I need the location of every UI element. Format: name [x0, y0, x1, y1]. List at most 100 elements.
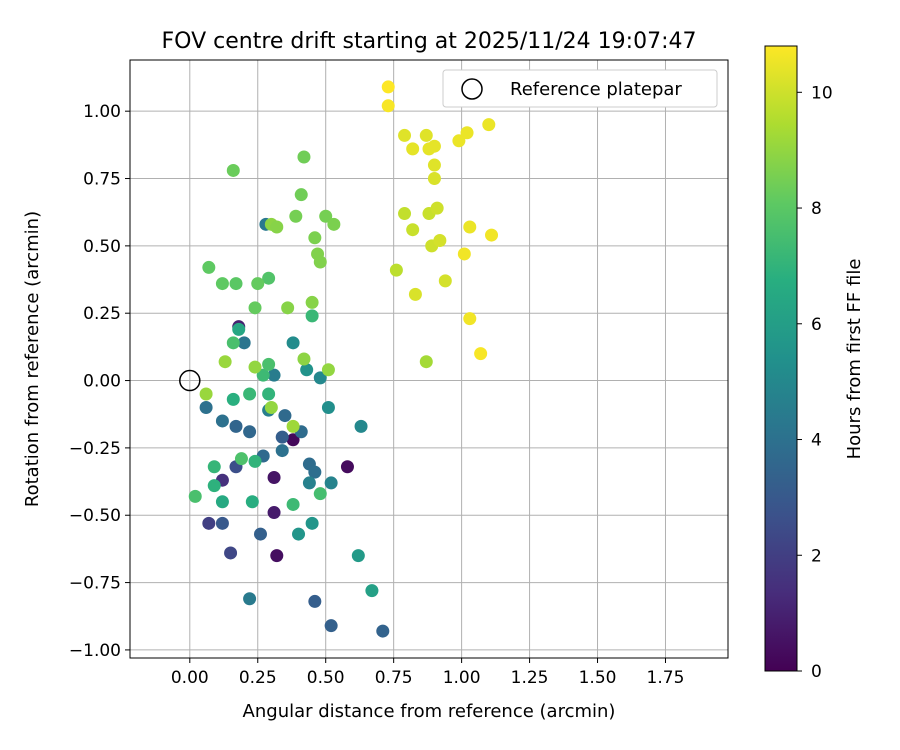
data-point — [215, 495, 229, 509]
data-point — [324, 619, 338, 633]
legend: Reference platepar — [442, 69, 718, 108]
data-point — [248, 360, 262, 374]
data-point — [308, 231, 322, 245]
data-point — [376, 624, 390, 638]
plot-frame — [129, 59, 729, 659]
colorbar-ticks: 0 2 4 6 8 10 — [797, 83, 833, 682]
y-tick-label: −0.25 — [69, 439, 121, 459]
data-point — [270, 549, 284, 563]
data-point — [482, 118, 496, 132]
data-point — [243, 387, 257, 401]
data-point — [248, 301, 262, 315]
data-point — [430, 201, 444, 215]
data-point — [275, 444, 289, 458]
y-tick-label: 0.25 — [83, 304, 121, 324]
data-point — [427, 158, 441, 172]
data-point — [463, 312, 477, 326]
data-point — [324, 476, 338, 490]
data-point — [243, 425, 257, 439]
data-point — [215, 516, 229, 530]
data-point — [278, 409, 292, 423]
data-point — [262, 271, 276, 285]
data-point — [398, 128, 412, 142]
data-point — [286, 497, 300, 511]
data-point — [297, 150, 311, 164]
data-point — [354, 419, 368, 433]
y-tick-label: −0.50 — [69, 506, 121, 526]
data-point — [286, 419, 300, 433]
data-point — [433, 233, 447, 247]
colorbar-tick-label: 0 — [811, 662, 822, 682]
data-point — [427, 172, 441, 186]
x-axis-ticks: 0.00 0.25 0.50 0.75 1.00 1.25 1.50 1.75 — [171, 658, 685, 688]
data-point — [267, 506, 281, 520]
y-axis-ticks: −1.00 −0.75 −0.50 −0.25 0.00 0.25 0.50 0.75 1.00 — [69, 102, 130, 661]
colorbar-tick-label: 8 — [811, 199, 822, 219]
data-point — [300, 363, 314, 377]
data-point — [199, 400, 213, 414]
data-point — [419, 355, 433, 369]
data-point — [408, 287, 422, 301]
data-point — [281, 301, 295, 315]
data-point — [463, 220, 477, 234]
data-point — [267, 471, 281, 485]
data-point — [321, 400, 335, 414]
data-point — [398, 207, 412, 221]
data-point — [485, 228, 499, 242]
data-point — [215, 277, 229, 291]
data-point — [226, 392, 240, 406]
data-point — [340, 460, 354, 474]
x-tick-label: 1.25 — [511, 668, 549, 688]
y-tick-label: −1.00 — [69, 641, 121, 661]
data-point — [262, 357, 276, 371]
data-point — [406, 142, 420, 156]
y-tick-label: 0.00 — [83, 372, 121, 392]
colorbar: 0 2 4 6 8 10 Hours from first FF file — [764, 45, 865, 682]
data-point — [226, 336, 240, 350]
data-point — [199, 387, 213, 401]
legend-marker — [461, 78, 483, 100]
data-point — [248, 454, 262, 468]
y-axis-label: Rotation from reference (arcmin) — [22, 211, 43, 507]
data-point — [381, 80, 395, 94]
data-point — [406, 223, 420, 237]
data-point — [381, 99, 395, 113]
legend-box — [442, 69, 718, 108]
x-axis-label: Angular distance from reference (arcmin) — [243, 701, 616, 722]
y-tick-label: 0.50 — [83, 237, 121, 257]
data-point — [245, 495, 259, 509]
data-point — [207, 479, 221, 493]
reference-marker-group — [179, 369, 201, 392]
data-point — [275, 430, 289, 444]
y-tick-label: 0.75 — [83, 170, 121, 190]
colorbar-tick-label: 4 — [811, 431, 822, 451]
data-point — [302, 476, 316, 490]
data-point — [226, 163, 240, 177]
data-point — [319, 209, 333, 223]
data-point — [308, 594, 322, 608]
x-tick-label: 1.75 — [647, 668, 685, 688]
data-point — [286, 433, 300, 447]
data-point — [294, 188, 308, 202]
data-point — [256, 368, 270, 382]
data-point — [207, 460, 221, 474]
colorbar-tick-label: 2 — [811, 546, 822, 566]
data-point — [229, 419, 243, 433]
data-point — [243, 592, 257, 606]
data-point — [365, 584, 379, 598]
colorbar-tick-label: 6 — [811, 315, 822, 335]
legend-label: Reference platepar — [510, 79, 682, 100]
data-point — [188, 489, 202, 503]
data-point — [297, 352, 311, 366]
data-point — [452, 134, 466, 148]
data-point — [305, 295, 319, 309]
data-point — [202, 516, 216, 530]
data-point — [224, 546, 238, 560]
x-tick-label: 1.50 — [579, 668, 617, 688]
x-tick-label: 1.00 — [443, 668, 481, 688]
y-tick-label: 1.00 — [83, 102, 121, 122]
data-point — [351, 549, 365, 563]
data-point — [327, 217, 341, 231]
data-point — [262, 387, 276, 401]
